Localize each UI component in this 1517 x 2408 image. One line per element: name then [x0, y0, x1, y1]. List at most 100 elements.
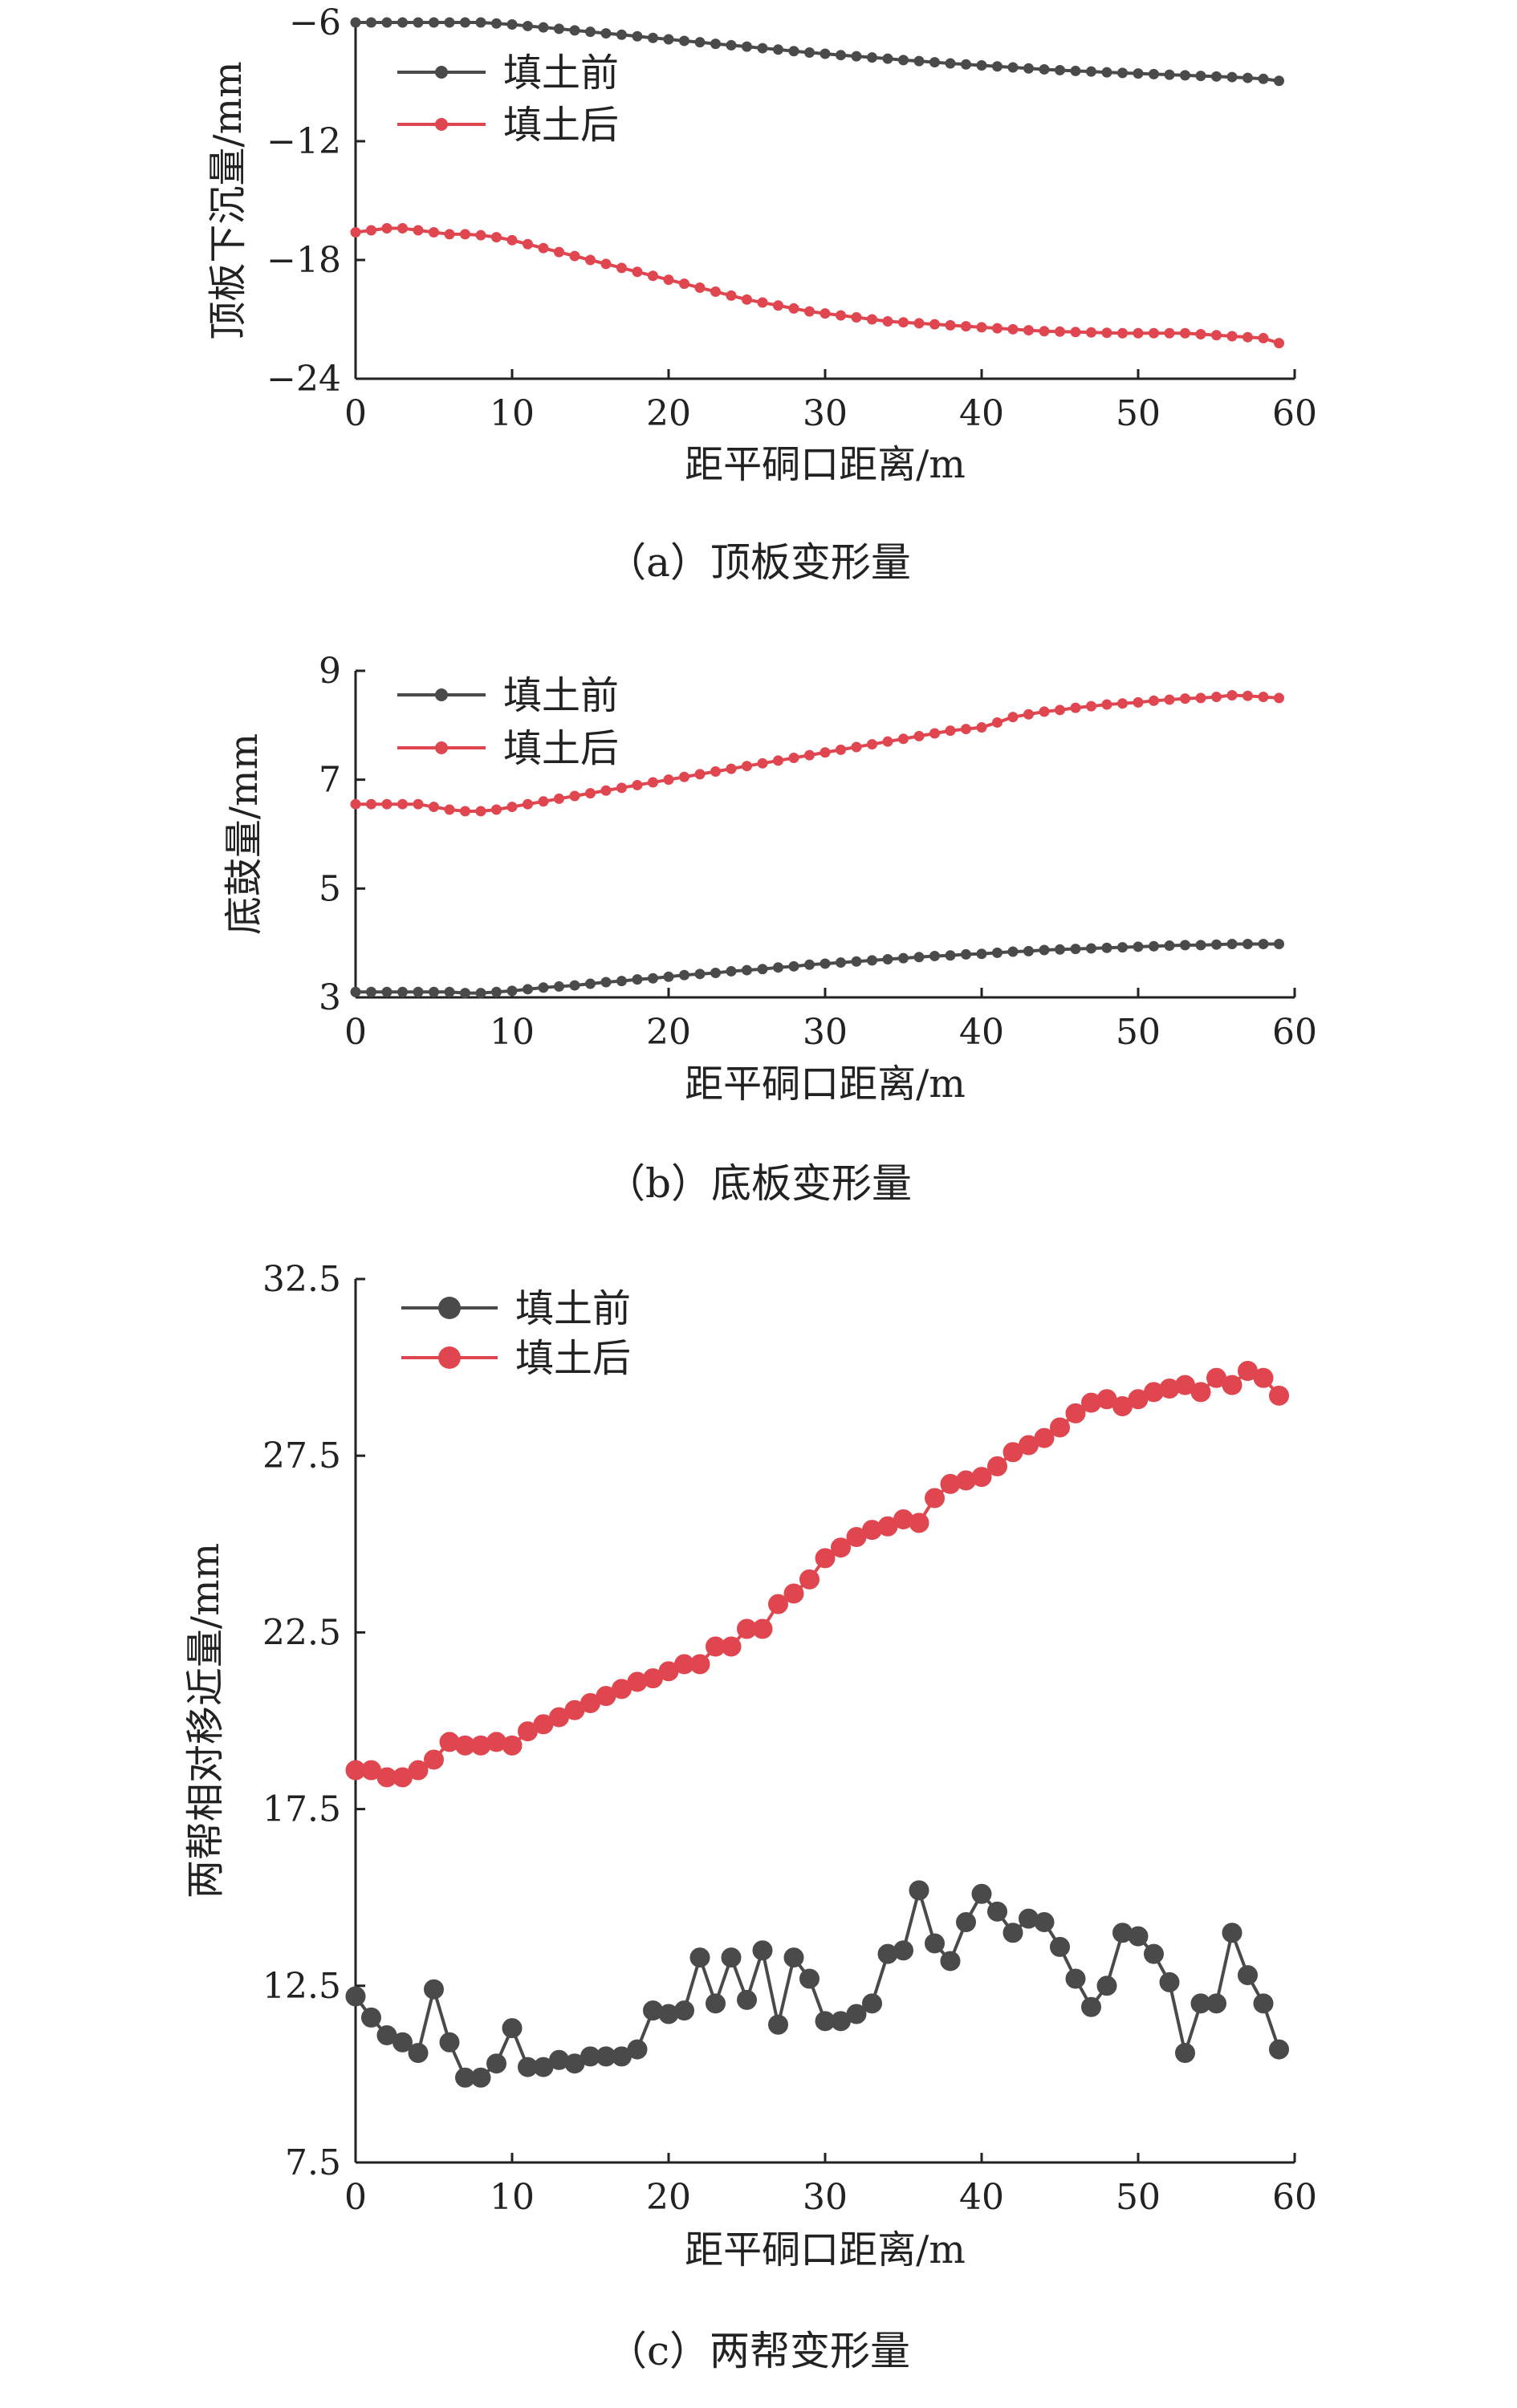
- data-point: [674, 2000, 694, 2021]
- data-point: [663, 774, 674, 786]
- data-point: [424, 1979, 444, 2000]
- data-point: [945, 58, 956, 69]
- data-point: [648, 973, 658, 984]
- data-point: [1055, 944, 1065, 955]
- data-point: [851, 741, 862, 753]
- chart-caption: （c）两帮变形量: [607, 2328, 910, 2374]
- data-point: [831, 1537, 851, 1558]
- data-point: [1253, 1993, 1274, 2014]
- x-tick-label: 60: [1272, 1012, 1317, 1053]
- data-point: [752, 1618, 773, 1639]
- x-tick-label: 60: [1272, 393, 1317, 434]
- data-point: [836, 957, 846, 968]
- data-point: [815, 1548, 836, 1569]
- y-tick-label: 27.5: [262, 1435, 341, 1476]
- data-point: [616, 976, 627, 987]
- data-point: [1149, 68, 1159, 79]
- data-point: [737, 1989, 757, 2010]
- data-point: [569, 790, 580, 802]
- data-point: [616, 29, 627, 40]
- data-point: [1055, 705, 1065, 716]
- data-point: [742, 294, 752, 305]
- data-point: [1149, 695, 1159, 706]
- data-point: [585, 788, 596, 799]
- data-point: [1050, 1417, 1070, 1438]
- data-point: [1180, 327, 1190, 339]
- data-point: [1226, 690, 1238, 701]
- data-point: [893, 1940, 913, 1961]
- data-point: [710, 286, 721, 297]
- data-point: [976, 322, 987, 333]
- data-point: [486, 2053, 506, 2074]
- data-point: [804, 959, 815, 970]
- data-point: [679, 771, 689, 782]
- y-tick-label: −18: [266, 240, 341, 281]
- data-point: [940, 1951, 961, 1971]
- data-point: [491, 18, 502, 29]
- data-point: [1007, 946, 1019, 957]
- data-point: [663, 971, 674, 982]
- data-point: [1242, 690, 1253, 701]
- data-point: [506, 18, 518, 30]
- x-tick-label: 10: [490, 1012, 535, 1053]
- y-tick-label: 17.5: [262, 1789, 341, 1830]
- data-point: [882, 53, 893, 64]
- data-point: [397, 798, 408, 810]
- data-point: [882, 315, 893, 327]
- data-point: [742, 964, 752, 976]
- data-point: [945, 319, 956, 331]
- data-point: [1180, 940, 1190, 951]
- data-point: [706, 1993, 726, 2014]
- data-point: [820, 308, 831, 319]
- x-tick-label: 50: [1116, 393, 1161, 434]
- data-point: [648, 777, 658, 788]
- data-point: [413, 798, 424, 810]
- data-point: [569, 980, 580, 991]
- data-point: [460, 806, 470, 817]
- data-point: [1086, 66, 1096, 77]
- data-point: [1226, 71, 1238, 83]
- legend-label: 填土前: [503, 673, 619, 718]
- data-point: [554, 246, 564, 258]
- data-point: [1086, 943, 1096, 954]
- x-axis-label: 距平硐口距离/m: [685, 442, 966, 487]
- data-point: [867, 314, 877, 325]
- data-point: [1258, 939, 1269, 950]
- data-point: [851, 956, 862, 967]
- data-point: [345, 1986, 366, 2007]
- data-point: [913, 318, 925, 329]
- data-point: [366, 225, 376, 236]
- data-point: [1269, 1385, 1289, 1406]
- series-before-fill: [350, 939, 1284, 999]
- data-point: [350, 17, 361, 28]
- data-point: [1274, 939, 1284, 950]
- data-point: [788, 303, 799, 314]
- data-point: [350, 226, 361, 238]
- data-point: [1180, 70, 1190, 81]
- x-tick-label: 10: [490, 2177, 535, 2218]
- data-point: [913, 730, 925, 741]
- data-point: [1274, 338, 1284, 349]
- data-point: [1133, 696, 1144, 708]
- data-point: [600, 977, 612, 988]
- data-point: [992, 717, 1003, 728]
- data-point: [867, 739, 877, 750]
- legend-marker: [435, 741, 448, 754]
- data-point: [663, 34, 674, 45]
- data-point: [1003, 1923, 1023, 1943]
- x-tick-label: 30: [803, 393, 848, 434]
- data-point: [1242, 72, 1253, 83]
- chart-caption: （b）底板变形量: [605, 1160, 912, 1207]
- data-point: [929, 57, 940, 68]
- data-point: [1133, 68, 1144, 79]
- data-point: [600, 258, 612, 270]
- data-point: [439, 2032, 460, 2053]
- data-point: [1164, 940, 1175, 952]
- x-tick-label: 20: [646, 2177, 691, 2218]
- data-point: [987, 1901, 1007, 1922]
- data-point: [862, 1993, 882, 2014]
- legend-marker: [438, 1297, 461, 1319]
- data-point: [689, 1947, 710, 1968]
- data-point: [429, 226, 439, 238]
- data-point: [444, 229, 455, 240]
